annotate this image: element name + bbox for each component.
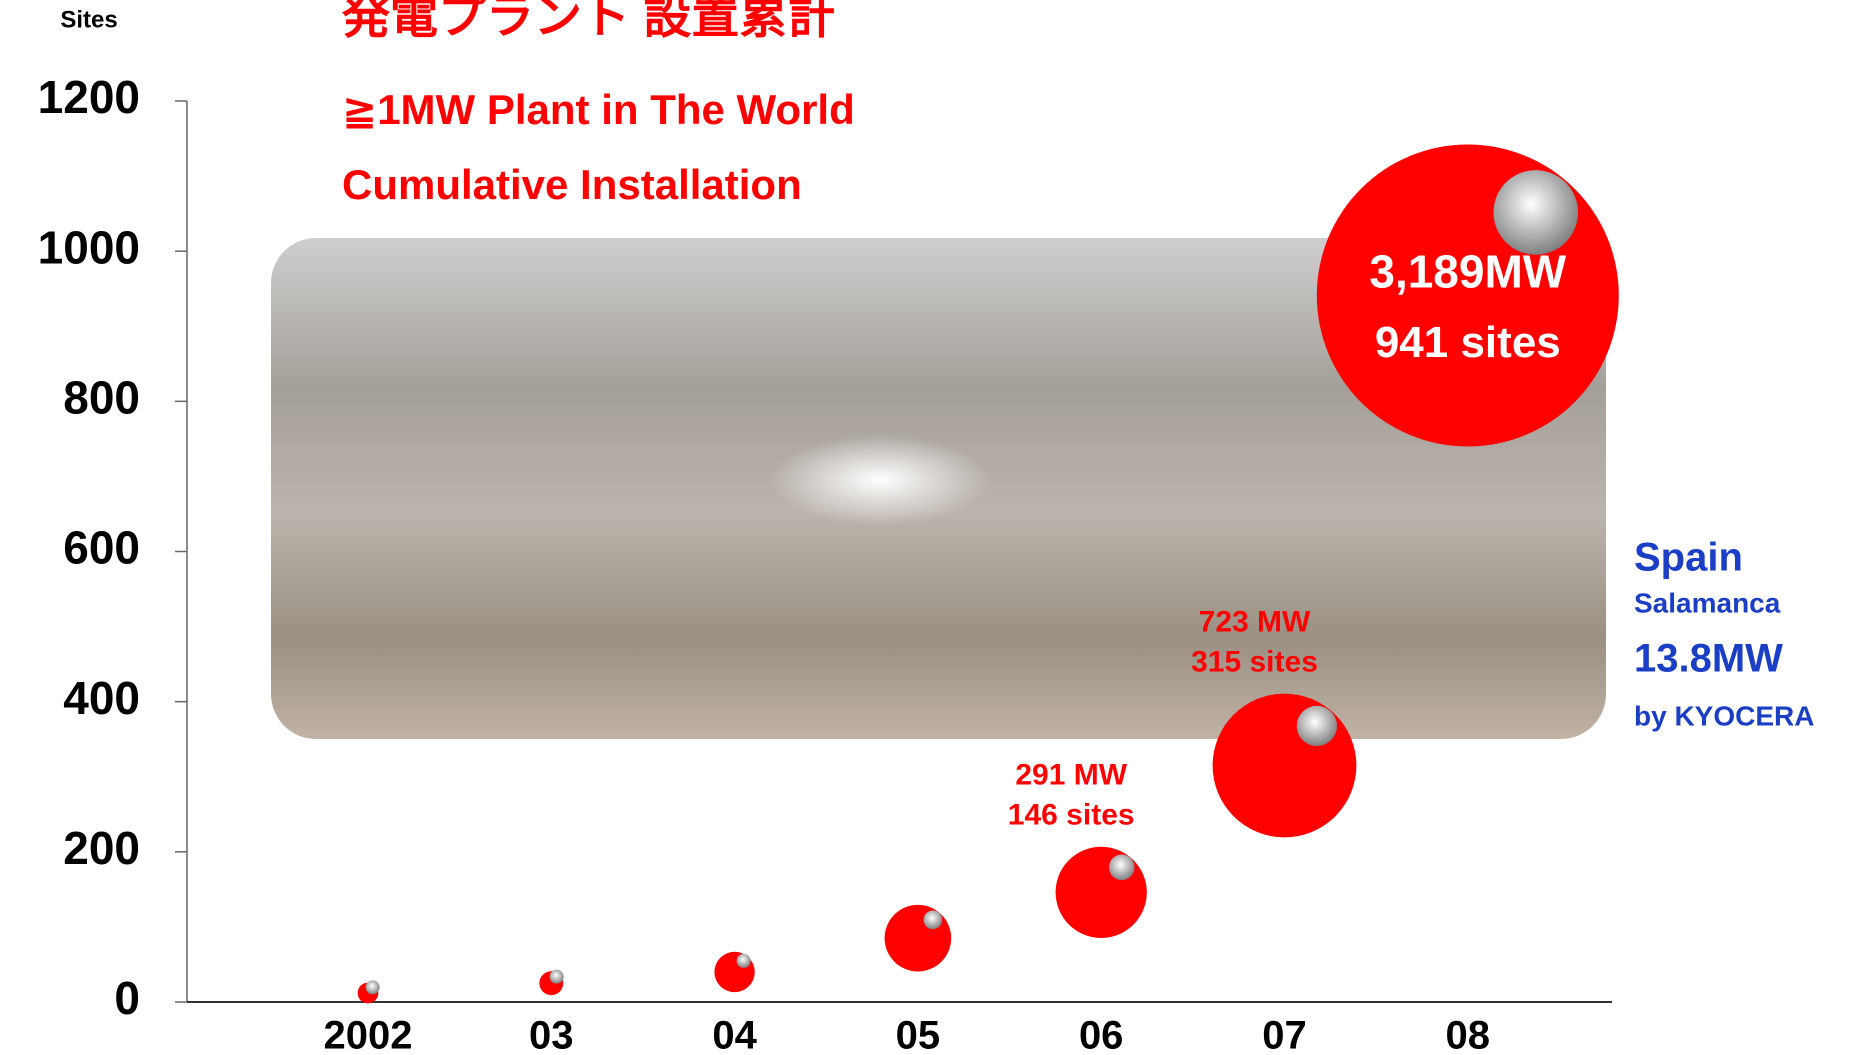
y-tick-label: 800	[63, 371, 140, 423]
bubble-highlight	[366, 980, 380, 994]
bubble	[1056, 847, 1147, 938]
size-label: 291 MW	[1015, 759, 1127, 792]
photo-glare	[770, 435, 990, 525]
annotation-text: by KYOCERA	[1634, 700, 1814, 731]
y-tick-label: 0	[114, 972, 140, 1024]
x-tick-label: 04	[712, 1014, 757, 1055]
subtitle: Cumulative Installation	[342, 161, 802, 208]
bubble	[1213, 694, 1357, 838]
value-label: 146 sites	[1008, 799, 1135, 832]
bubble-highlight	[737, 954, 751, 968]
annotation-text: 13.8MW	[1634, 637, 1783, 681]
size-label: 723 MW	[1199, 606, 1311, 639]
x-tick-label: 07	[1262, 1014, 1307, 1055]
chart: 発電プラント 設置累計 ≧1MW Plant in The World Cumu…	[0, 0, 1854, 1055]
annotation: Spain Salamanca 13.8MW by KYOCERA	[1634, 536, 1814, 732]
x-tick-label: 06	[1079, 1014, 1124, 1055]
y-axis-label: Sites	[60, 6, 117, 33]
value-label: 315 sites	[1191, 646, 1318, 679]
annotation-text: Salamanca	[1634, 587, 1781, 618]
x-tick-label: 2002	[324, 1014, 413, 1055]
annotation-text: Spain	[1634, 536, 1743, 580]
y-tick-label: 400	[63, 672, 140, 724]
chart-title: 発電プラント 設置累計	[342, 0, 835, 44]
value-label: 941 sites	[1375, 318, 1561, 367]
bubble-highlight	[1297, 706, 1337, 746]
y-tick-label: 1200	[38, 71, 140, 123]
x-tick-label: 08	[1446, 1014, 1491, 1055]
bubble-highlight	[924, 911, 943, 930]
x-tick-label: 05	[896, 1014, 941, 1055]
y-tick-label: 1000	[38, 221, 140, 273]
x-tick-label: 03	[529, 1014, 574, 1055]
y-tick-label: 600	[63, 522, 140, 574]
subtitle: ≧1MW Plant in The World	[342, 86, 855, 133]
size-label: 3,189MW	[1369, 246, 1566, 298]
bubble-highlight	[1109, 855, 1135, 881]
bubble-highlight	[1493, 170, 1578, 255]
y-tick-label: 200	[63, 822, 140, 874]
bubble	[885, 905, 952, 972]
bubble-highlight	[550, 970, 564, 984]
